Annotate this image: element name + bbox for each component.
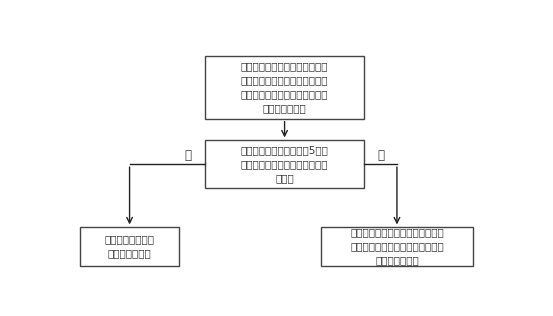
Text: 车辆检测模块内的设备检测传感
器通过检测主控单元向车辆检测
器接收模块发送心跳消息，发送
频率为每秒一次: 车辆检测模块内的设备检测传感 器通过检测主控单元向车辆检测 器接收模块发送心跳消… <box>241 61 328 113</box>
Text: 当前时段设备检测传感器工作异常
，车辆检测器接收模块上报此设备
检测传感器出错: 当前时段设备检测传感器工作异常 ，车辆检测器接收模块上报此设备 检测传感器出错 <box>350 228 444 265</box>
Text: 否: 否 <box>378 149 384 162</box>
Bar <box>321 227 472 266</box>
Text: 是: 是 <box>185 149 191 162</box>
Bar <box>205 140 364 188</box>
Text: 当前时段设备检测
传感器工作正常: 当前时段设备检测 传感器工作正常 <box>105 234 155 258</box>
Bar <box>80 227 179 266</box>
Text: 车辆检测器接收模块判断5秒内
是否接收到设备检测传感器的心
跳消息: 车辆检测器接收模块判断5秒内 是否接收到设备检测传感器的心 跳消息 <box>241 145 328 183</box>
Bar <box>205 56 364 119</box>
